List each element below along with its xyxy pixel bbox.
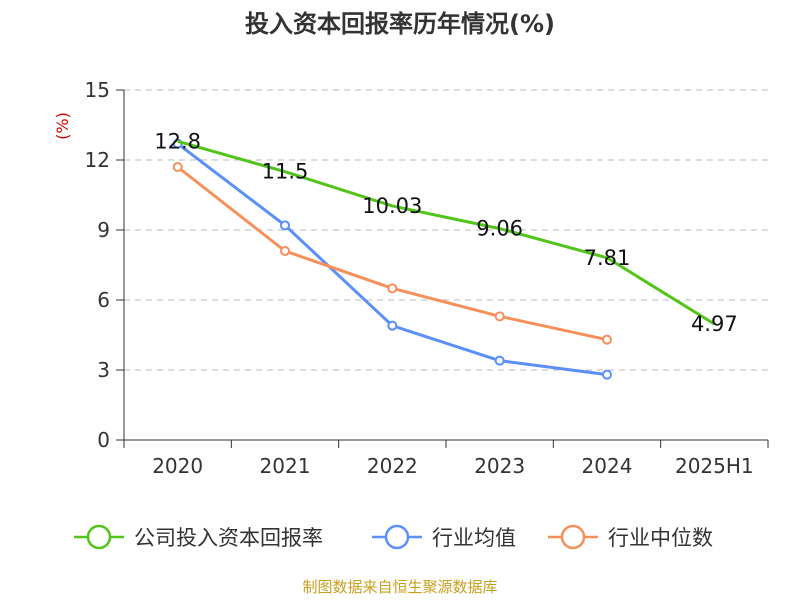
- series-line: [177, 139, 716, 326]
- x-tick-label: 2022: [367, 454, 418, 478]
- data-point: [172, 162, 183, 172]
- y-tick-label: 12: [85, 148, 110, 172]
- data-point: [494, 311, 505, 322]
- x-tick-label: 2020: [152, 454, 203, 478]
- data-label: 9.06: [476, 217, 523, 241]
- data-point: [494, 355, 505, 366]
- y-tick-label: 6: [97, 288, 110, 312]
- legend-label: 行业均值: [432, 526, 516, 550]
- chart-title: 投入资本回报率历年情况(%): [245, 10, 555, 38]
- x-tick-label: 2024: [582, 454, 633, 478]
- data-label: 10.03: [362, 194, 422, 218]
- data-point: [602, 334, 612, 345]
- axes: 0 3 6 9 12 15 2020 2021 2022 2023 2024 2025H1: [85, 78, 769, 478]
- data-point: [387, 283, 398, 294]
- legend-label: 公司投入资本回报率: [134, 526, 323, 550]
- grid-lines: [124, 89, 768, 371]
- data-label: 4.97: [691, 312, 738, 336]
- legend-item[interactable]: 行业中位数: [548, 524, 713, 550]
- data-point: [280, 220, 290, 231]
- y-tick-label: 3: [97, 358, 110, 382]
- series-line: [176, 142, 608, 377]
- y-tick-label: 9: [97, 218, 110, 242]
- source-note: 制图数据来自恒生聚源数据库: [302, 578, 497, 596]
- legend-marker-icon: [86, 524, 112, 550]
- legend-label: 行业中位数: [608, 526, 713, 550]
- data-labels: 12.8 11.5 10.03 9.06 7.81 4.97: [154, 129, 737, 336]
- x-tick-label: 2025H1: [675, 454, 754, 478]
- x-tick-label: 2021: [260, 454, 311, 478]
- y-tick-label: 0: [97, 428, 110, 452]
- data-label: 12.8: [154, 129, 201, 153]
- data-point: [602, 369, 612, 380]
- legend-marker-icon: [384, 524, 410, 550]
- data-label: 7.81: [584, 246, 631, 270]
- x-tick-label: 2023: [474, 454, 525, 478]
- legend[interactable]: 公司投入资本回报率 行业均值 行业中位数: [74, 524, 713, 550]
- y-axis-unit: (%): [53, 112, 72, 140]
- data-label: 11.5: [262, 160, 309, 184]
- y-tick-label: 15: [85, 78, 110, 102]
- data-point: [387, 320, 398, 331]
- legend-marker-icon: [560, 524, 586, 550]
- series-lines: [172, 138, 716, 380]
- legend-item[interactable]: 行业均值: [372, 524, 516, 550]
- data-point: [280, 246, 290, 256]
- legend-item[interactable]: 公司投入资本回报率: [74, 524, 323, 550]
